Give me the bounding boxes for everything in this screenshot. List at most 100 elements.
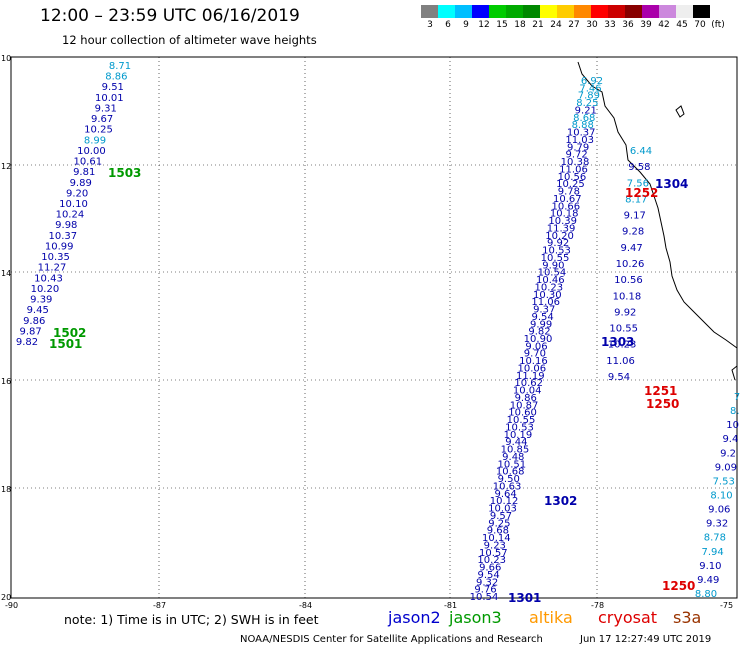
wave-height-value: 9.57: [490, 511, 512, 522]
wave-height-value: 10.25: [84, 125, 113, 136]
coastline: [577, 61, 738, 349]
wave-height-value: 8.: [730, 406, 740, 417]
color-scale-label: 42: [658, 20, 670, 30]
wave-height-value: 10.46: [536, 275, 565, 286]
color-swatch: [421, 5, 438, 18]
wave-height-value: 10.18: [550, 209, 579, 220]
wave-height-value: 10.06: [517, 364, 546, 375]
color-scale-label: 12: [478, 20, 490, 30]
wave-height-value: 9.54: [608, 372, 630, 383]
wave-height-value: 9.32: [706, 519, 728, 530]
wave-height-value: 9.48: [502, 452, 524, 463]
wave-height-value: 9.68: [487, 526, 509, 537]
track-label-1304: 1304: [655, 177, 688, 191]
wave-height-value: 9.76: [474, 585, 496, 596]
color-scale-label: 21: [532, 20, 544, 30]
wave-height-value: 9.25: [488, 518, 510, 529]
color-swatch: [506, 5, 523, 18]
lon-label: -90: [5, 601, 18, 610]
wave-height-value: 8.71: [109, 61, 131, 72]
wave-height-value: 10.90: [524, 334, 553, 345]
color-scale: [421, 5, 710, 18]
color-scale-label: 45: [676, 20, 688, 30]
wave-height-value: 9.32: [476, 577, 498, 588]
color-swatch: [455, 5, 472, 18]
wave-height-value: 9.06: [525, 341, 547, 352]
wave-height-value: 9.72: [565, 150, 587, 161]
wave-height-value: 7.56: [627, 178, 649, 189]
wave-height-value: 9.21: [575, 106, 597, 117]
wave-height-value: 10.14: [482, 533, 511, 544]
wave-height-value: 8.25: [576, 98, 598, 109]
wave-height-value: 9.78: [558, 187, 580, 198]
color-swatch: [472, 5, 489, 18]
track-labels: 1503 1502 1501 1304 1252 1303 1251 1250 …: [49, 166, 695, 605]
wave-height-value: 9.23: [484, 540, 506, 551]
wave-height-value: 10.37: [567, 128, 596, 139]
wave-height-value: 9.82: [528, 327, 550, 338]
wave-height-value: 10.54: [538, 268, 567, 279]
wave-height-value: 9.2: [720, 448, 736, 459]
wave-height-value: 8.78: [704, 533, 726, 544]
wave-height-value: 9.66: [479, 563, 501, 574]
wave-height-value: 9.51: [102, 82, 124, 93]
wave-height-value: 9.31: [95, 104, 117, 115]
wave-height-value: 8.68: [573, 113, 595, 124]
track-label-1302: 1302: [544, 494, 577, 508]
wave-height-value: 8.80: [695, 589, 717, 600]
color-swatch: [659, 5, 676, 18]
lat-label: 14: [1, 269, 11, 278]
track-label-1301: 1301: [508, 591, 541, 605]
island-outline: [675, 105, 685, 118]
lat-label: 10: [1, 54, 11, 63]
color-scale-labels: 3 6 9 12 15 18 21 24 27 30 33 36 39 42 45 70 (ft): [421, 20, 727, 32]
lon-label: -81: [444, 601, 457, 610]
wave-height-value: 10.20: [545, 231, 574, 242]
color-swatch: [642, 5, 659, 18]
wave-height-value: 10.16: [519, 356, 548, 367]
wave-height-value: 10.53: [505, 423, 534, 434]
wave-height-value: 6.92: [581, 76, 603, 87]
wave-height-value: 10.55: [507, 415, 536, 426]
wave-height-value: 10.24: [56, 210, 85, 221]
wave-height-value: 9.99: [530, 319, 552, 330]
wave-height-value: 10.30: [533, 290, 562, 301]
track-label-1503: 1503: [108, 166, 141, 180]
wave-height-value: 10.03: [488, 504, 517, 515]
page-title: 12:00 – 23:59 UTC 06/16/2019: [40, 6, 300, 26]
lat-lon-grid: [11, 57, 737, 598]
wave-height-value: 9.58: [628, 162, 650, 173]
wave-height-value: 10.62: [514, 378, 543, 389]
color-scale-label: 27: [568, 20, 580, 30]
wave-height-value: 10.10: [59, 199, 88, 210]
color-swatch: [540, 5, 557, 18]
wave-height-value: 10.19: [504, 430, 533, 441]
wave-height-value: 9.54: [531, 312, 553, 323]
wave-height-value: 9.47: [620, 243, 642, 254]
track-label-1250-upper: 1250: [646, 397, 679, 411]
color-scale-label: 33: [604, 20, 616, 30]
map-frame: [10, 56, 738, 599]
color-scale-label: 3: [427, 20, 433, 30]
wave-height-value: 10.68: [496, 467, 525, 478]
wave-height-value: 11.06: [531, 297, 560, 308]
wave-height-value: 10.37: [48, 231, 77, 242]
wave-height-value: 10.00: [77, 146, 106, 157]
wave-height-value: 9.79: [567, 142, 589, 153]
wave-height-value: 9.92: [547, 238, 569, 249]
wave-height-value: 9.37: [533, 305, 555, 316]
wave-height-value: 10.87: [510, 400, 539, 411]
color-swatch: [693, 5, 710, 18]
wave-height-value: 10.85: [501, 445, 530, 456]
footer-timestamp: Jun 17 12:27:49 UTC 2019: [580, 634, 712, 645]
wave-height-value: 7: [734, 392, 740, 403]
wave-height-value: 9.10: [699, 561, 721, 572]
wave-height-value: 10.12: [490, 496, 519, 507]
track-label-1303: 1303: [601, 335, 634, 349]
lon-label: -78: [591, 601, 604, 610]
wave-height-value: 10.66: [551, 201, 580, 212]
wave-height-value: 9.67: [91, 114, 113, 125]
wave-height-value: 11.27: [38, 263, 67, 274]
wave-height-value: 9.82: [16, 337, 38, 348]
